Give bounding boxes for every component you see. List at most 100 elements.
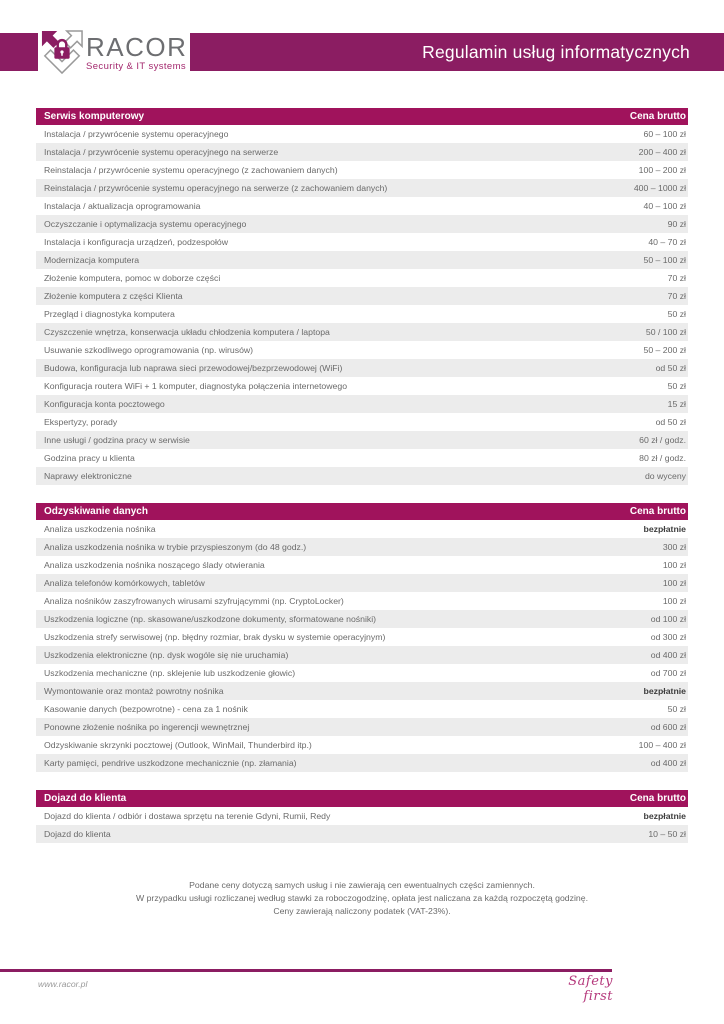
service-price: od 400 zł [650, 758, 686, 768]
service-price: 70 zł [667, 291, 686, 301]
service-price: od 300 zł [650, 632, 686, 642]
service-price: 50 – 100 zł [643, 255, 686, 265]
section-title: Odzyskiwanie danych [44, 506, 148, 517]
service-label: Instalacja i konfiguracja urządzeń, podz… [44, 237, 228, 247]
table-rows: Instalacja / przywrócenie systemu operac… [36, 125, 688, 485]
service-price: od 50 zł [655, 417, 686, 427]
table-row: Instalacja / aktualizacja oprogramowania… [36, 197, 688, 215]
price-table-section: Dojazd do klienta Cena brutto Dojazd do … [36, 790, 688, 843]
price-table-section: Odzyskiwanie danych Cena brutto Analiza … [36, 503, 688, 772]
service-label: Konfiguracja routera WiFi + 1 komputer, … [44, 381, 348, 391]
service-price: 300 zł [662, 542, 686, 552]
service-label: Przegląd i diagnostyka komputera [44, 309, 175, 319]
service-price: od 400 zł [650, 650, 686, 660]
service-label: Ekspertyzy, porady [44, 417, 118, 427]
service-label: Analiza telefonów komórkowych, tabletów [44, 578, 205, 588]
table-row: Uszkodzenia strefy serwisowej (np. błędn… [36, 628, 688, 646]
service-label: Instalacja / przywrócenie systemu operac… [44, 147, 279, 157]
table-row: Oczyszczanie i optymalizacja systemu ope… [36, 215, 688, 233]
service-price: 100 zł [662, 596, 686, 606]
service-label: Godzina pracy u klienta [44, 453, 135, 463]
table-row: Analiza uszkodzenia nośnika noszącego śl… [36, 556, 688, 574]
table-row: Złożenie komputera z części Klienta 70 zł [36, 287, 688, 305]
service-price: 15 zł [667, 399, 686, 409]
service-label: Kasowanie danych (bezpowrotne) - cena za… [44, 704, 248, 714]
price-tables: Serwis komputerowy Cena brutto Instalacj… [36, 108, 688, 843]
service-label: Reinstalacja / przywrócenie systemu oper… [44, 183, 388, 193]
table-row: Godzina pracy u klienta 80 zł / godz. [36, 449, 688, 467]
price-column-header: Cena brutto [629, 506, 686, 517]
service-label: Uszkodzenia logiczne (np. skasowane/uszk… [44, 614, 377, 624]
service-price: od 50 zł [655, 363, 686, 373]
service-label: Złożenie komputera z części Klienta [44, 291, 183, 301]
service-label: Złożenie komputera, pomoc w doborze częś… [44, 273, 221, 283]
table-row: Dojazd do klienta / odbiór i dostawa spr… [36, 807, 688, 825]
service-label: Inne usługi / godzina pracy w serwisie [44, 435, 190, 445]
slogan: Safety first [568, 974, 613, 1004]
service-label: Modernizacja komputera [44, 255, 140, 265]
note-line: W przypadku usługi rozliczanej według st… [135, 893, 588, 903]
section-title: Serwis komputerowy [44, 111, 145, 122]
racor-shield-icon [41, 29, 83, 74]
table-row: Naprawy elektroniczne do wyceny [36, 467, 688, 485]
service-price: od 100 zł [650, 614, 686, 624]
service-price: od 600 zł [650, 722, 686, 732]
service-label: Usuwanie szkodliwego oprogramowania (np.… [44, 345, 254, 355]
table-row: Inne usługi / godzina pracy w serwisie 60… [36, 431, 688, 449]
table-row: Kasowanie danych (bezpowrotne) - cena za… [36, 700, 688, 718]
service-label: Instalacja / aktualizacja oprogramowania [44, 201, 201, 211]
logo-name: RACOR [86, 31, 188, 62]
website-url: www.racor.pl [38, 979, 88, 989]
service-price: 60 – 100 zł [643, 129, 686, 139]
pricing-notes: Podane ceny dotyczą samych usług i nie z… [0, 879, 724, 918]
service-price: 50 zł [667, 704, 686, 714]
logo-text-wrap: RACOR Security & IT systems [86, 34, 187, 72]
service-label: Analiza uszkodzenia nośnika noszącego śl… [44, 560, 265, 570]
table-row: Budowa, konfiguracja lub naprawa sieci p… [36, 359, 688, 377]
table-row: Dojazd do klienta 10 – 50 zł [36, 825, 688, 843]
table-row: Uszkodzenia logiczne (np. skasowane/uszk… [36, 610, 688, 628]
table-row: Analiza nośników zaszyfrowanych wirusami… [36, 592, 688, 610]
service-label: Budowa, konfiguracja lub naprawa sieci p… [44, 363, 343, 373]
service-price: bezpłatnie [643, 811, 686, 821]
note-line: Podane ceny dotyczą samych usług i nie z… [189, 880, 535, 890]
table-row: Ponowne złożenie nośnika po ingerencji w… [36, 718, 688, 736]
service-price: 50 zł [667, 309, 686, 319]
table-row: Złożenie komputera, pomoc w doborze częś… [36, 269, 688, 287]
table-row: Konfiguracja konta pocztowego 15 zł [36, 395, 688, 413]
table-rows: Analiza uszkodzenia nośnika bezpłatnie Ana… [36, 520, 688, 772]
service-label: Dojazd do klienta [44, 829, 111, 839]
price-column-header: Cena brutto [629, 111, 686, 122]
service-label: Konfiguracja konta pocztowego [44, 399, 165, 409]
service-price: 70 zł [667, 273, 686, 283]
table-row: Instalacja i konfiguracja urządzeń, podz… [36, 233, 688, 251]
table-row: Przegląd i diagnostyka komputera 50 zł [36, 305, 688, 323]
table-header: Dojazd do klienta Cena brutto [36, 790, 688, 807]
service-label: Instalacja / przywrócenie systemu operac… [44, 129, 229, 139]
service-label: Analiza uszkodzenia nośnika [44, 524, 156, 534]
service-label: Naprawy elektroniczne [44, 471, 132, 481]
service-price: 10 – 50 zł [648, 829, 686, 839]
service-price: do wyceny [644, 471, 686, 481]
service-price: bezpłatnie [643, 686, 686, 696]
service-price: 100 – 400 zł [638, 740, 686, 750]
service-label: Czyszczenie wnętrza, konserwacja układu … [44, 327, 330, 337]
logo-subtitle: Security & IT systems [86, 60, 187, 72]
table-row: Reinstalacja / przywrócenie systemu oper… [36, 179, 688, 197]
service-price: 50 / 100 zł [645, 327, 686, 337]
service-label: Uszkodzenia elektroniczne (np. dysk wogó… [44, 650, 289, 660]
table-row: Uszkodzenia mechaniczne (np. sklejenie l… [36, 664, 688, 682]
table-rows: Dojazd do klienta / odbiór i dostawa spr… [36, 807, 688, 843]
note-line: Ceny zawierają naliczony podatek (VAT-23… [273, 906, 451, 916]
table-row: Wymontowanie oraz montaż powrotny nośnik… [36, 682, 688, 700]
table-row: Usuwanie szkodliwego oprogramowania (np.… [36, 341, 688, 359]
table-row: Reinstalacja / przywrócenie systemu oper… [36, 161, 688, 179]
table-row: Modernizacja komputera 50 – 100 zł [36, 251, 688, 269]
service-label: Odzyskiwanie skrzynki pocztowej (Outlook… [44, 740, 312, 750]
service-price: 100 – 200 zł [638, 165, 686, 175]
service-price: 200 – 400 zł [638, 147, 686, 157]
table-header: Odzyskiwanie danych Cena brutto [36, 503, 688, 520]
service-price: 40 – 70 zł [648, 237, 686, 247]
table-header: Serwis komputerowy Cena brutto [36, 108, 688, 125]
